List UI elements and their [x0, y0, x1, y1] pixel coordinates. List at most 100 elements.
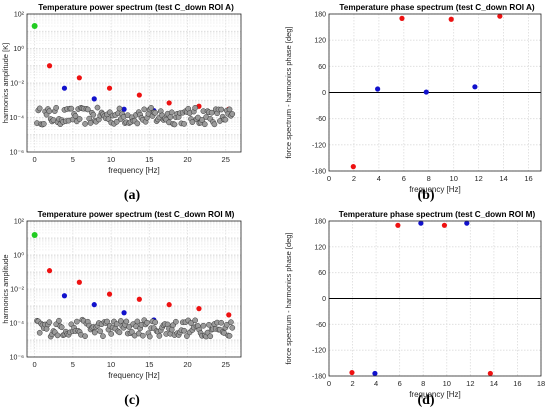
noise-point: [156, 333, 163, 339]
plot-frame: [328, 13, 542, 172]
data-point: [106, 85, 113, 91]
x-tick-label: 4: [377, 174, 381, 183]
data-point: [166, 100, 172, 106]
noise-point: [152, 109, 159, 116]
y-tick-labels: -180 -120 -60 0 60 120 180: [312, 12, 326, 176]
x-tick-label: 10: [450, 174, 458, 183]
noise-point: [168, 109, 175, 116]
noise-point: [211, 121, 218, 128]
noise-point: [58, 324, 65, 331]
data-point: [136, 296, 142, 302]
data-point: [46, 63, 53, 69]
noise-point: [173, 318, 179, 325]
noise-point: [229, 324, 236, 331]
x-tick-label: 6: [398, 379, 402, 388]
y-axis-label: harmonics amplitude [K]: [1, 43, 10, 123]
plot-area: [27, 14, 241, 152]
y-tick-label: -120: [312, 348, 326, 355]
y-tick-label: 180: [314, 12, 326, 19]
noise-point: [104, 318, 110, 325]
amplitude-spectrum-chart-roi-m: 0 5 10 15 20 25 10⁻⁶ 10⁻⁴ 10⁻² 10⁰ 10² Temperature …: [1, 210, 242, 380]
y-tick-label: 10⁻⁶: [10, 150, 24, 157]
y-tick-label: 10⁰: [13, 45, 24, 53]
chart-title: Temperature power spectrum (test C_down …: [38, 3, 234, 12]
x-tick-label: 8: [427, 174, 431, 183]
amplitude-spectrum-chart-roi-a: 0 5 10 15 20 25 10⁻⁶ 10⁻⁴ 10⁻² 10⁰ 10² Temperature …: [1, 3, 242, 175]
noise-point: [223, 321, 230, 328]
noise-point: [229, 111, 236, 117]
noise-point: [195, 114, 201, 121]
data-point: [31, 23, 38, 30]
y-tick-label: -60: [316, 322, 326, 329]
noise-point: [144, 319, 150, 326]
x-tick-label: 20: [183, 155, 191, 164]
y-axis-label: force spectrum - harmonics phase [deg]: [284, 26, 293, 158]
x-tick-label: 14: [490, 379, 498, 388]
data-point: [61, 293, 68, 299]
noise-point: [134, 318, 141, 325]
chart-title: Temperature power spectrum (test C_down …: [38, 210, 235, 219]
noise-point: [152, 319, 159, 326]
data-point: [487, 370, 493, 377]
data-point: [226, 312, 232, 318]
y-tick-label: 180: [314, 219, 326, 226]
noise-point: [181, 121, 187, 127]
noise-point: [90, 111, 97, 118]
x-tick-label: 18: [537, 379, 545, 388]
x-tick-label: 16: [513, 379, 521, 388]
x-tick-label: 15: [145, 360, 153, 369]
data-point: [121, 310, 127, 316]
noise-point: [54, 332, 61, 339]
data-point: [196, 306, 202, 312]
y-tick-labels: -180 -120 -60 0 60 120 180: [312, 219, 326, 381]
data-points: [350, 13, 503, 170]
x-tick-label: 15: [145, 155, 153, 164]
data-point: [399, 15, 405, 21]
noise-point: [72, 113, 79, 119]
x-axis-label: frequency [Hz]: [409, 185, 461, 194]
noise-point: [189, 119, 196, 125]
noise-point: [141, 106, 148, 113]
noise-point: [36, 105, 43, 112]
x-tick-label: 5: [71, 155, 75, 164]
data-point: [46, 268, 53, 274]
y-tick-label: 120: [314, 244, 326, 251]
caption-d: (d): [417, 393, 435, 408]
noise-point: [46, 108, 53, 115]
noise-point: [222, 116, 229, 123]
y-tick-label: -60: [316, 116, 326, 123]
data-point: [418, 220, 424, 226]
noise-point: [97, 328, 104, 335]
y-tick-label: 0: [322, 90, 326, 97]
x-tick-label: 25: [222, 155, 230, 164]
chart-title: Temperature phase spectrum (test C_down …: [339, 3, 534, 12]
noise-floor-points: [34, 316, 236, 340]
data-point: [76, 75, 82, 81]
x-tick-labels: 0 2 4 6 8 10 12 14 16: [327, 174, 533, 183]
x-tick-label: 12: [474, 174, 482, 183]
noise-point: [118, 318, 124, 324]
data-point: [423, 89, 429, 95]
x-tick-labels: 0 2 4 6 8 10 12 14 16 18: [327, 379, 545, 388]
x-tick-label: 25: [222, 360, 230, 369]
x-tick-label: 6: [402, 174, 406, 183]
noise-point: [199, 117, 205, 123]
noise-point: [201, 121, 208, 128]
y-tick-label: 60: [318, 270, 326, 277]
y-tick-label: 10²: [14, 219, 25, 226]
noise-point: [46, 319, 53, 326]
data-point: [166, 302, 172, 308]
noise-point: [192, 317, 198, 324]
x-tick-label: 4: [374, 379, 378, 388]
phase-spectrum-chart-roi-m: 0 2 4 6 8 10 12 14 16 18 -180 -120 -60 0 60 120 180 Tempe…: [284, 210, 545, 399]
data-point: [441, 222, 448, 228]
y-tick-label: -180: [312, 374, 326, 381]
x-tick-label: 10: [443, 379, 451, 388]
chart-title: Temperature phase spectrum (test C_down …: [339, 210, 536, 219]
noise-point: [113, 321, 120, 327]
data-point: [91, 96, 97, 102]
data-point: [121, 106, 127, 112]
noise-point: [228, 319, 234, 326]
x-tick-label: 10: [107, 360, 115, 369]
data-point: [372, 370, 378, 377]
